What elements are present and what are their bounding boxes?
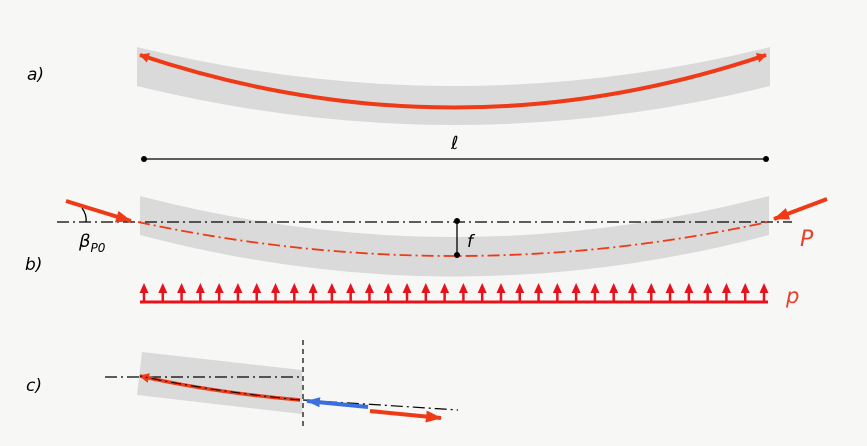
force-arrow-left — [65, 199, 132, 223]
load-arrow — [233, 283, 243, 301]
load-arrow — [684, 283, 694, 301]
load-arrow — [703, 283, 713, 301]
load-label: p — [785, 284, 799, 308]
load-arrow — [177, 283, 187, 301]
load-arrow — [195, 283, 205, 301]
load-arrow — [590, 283, 600, 301]
load-arrow — [139, 283, 149, 301]
load-arrow — [158, 283, 168, 301]
label-b: b) — [25, 255, 42, 275]
angle-arc — [81, 207, 87, 223]
beam-a — [137, 47, 770, 125]
sag-label: f — [467, 232, 476, 252]
load-arrows — [139, 283, 769, 301]
load-arrow — [665, 283, 675, 301]
load-arrow — [477, 283, 487, 301]
load-arrow — [440, 283, 450, 301]
load-arrow — [515, 283, 525, 301]
sag-top-dot — [454, 218, 460, 224]
load-arrow — [327, 283, 337, 301]
load-arrow — [759, 283, 769, 301]
load-arrow — [308, 283, 318, 301]
span-right-dot — [763, 156, 769, 162]
load-arrow — [646, 283, 656, 301]
load-arrow — [609, 283, 619, 301]
load-arrow — [402, 283, 412, 301]
tendon-force-arrow — [369, 409, 442, 423]
tendon-axis-c — [139, 375, 301, 401]
label-c: c) — [26, 376, 42, 396]
load-arrow — [289, 283, 299, 301]
span-left-dot — [141, 156, 147, 162]
counter-force-arrow — [306, 397, 369, 409]
load-arrow — [534, 283, 544, 301]
angle-label: βP0 — [78, 231, 106, 255]
force-arrow-right — [773, 197, 828, 221]
label-a: a) — [27, 65, 44, 85]
load-arrow — [740, 283, 750, 301]
load-arrow — [421, 283, 431, 301]
load-arrow — [214, 283, 224, 301]
load-arrow — [458, 283, 468, 301]
load-arrow — [496, 283, 506, 301]
beam-b — [140, 196, 769, 277]
load-arrow — [271, 283, 281, 301]
load-arrow — [252, 283, 262, 301]
force-label: P — [800, 227, 814, 252]
sag-bottom-dot — [454, 252, 460, 258]
span-label: ℓ — [450, 133, 458, 154]
load-arrow — [721, 283, 731, 301]
load-arrow — [552, 283, 562, 301]
load-arrow — [383, 283, 393, 301]
beam-c — [137, 352, 302, 414]
load-arrow — [346, 283, 356, 301]
load-arrow — [627, 283, 637, 301]
load-arrow — [364, 283, 374, 301]
tendon-a — [139, 53, 767, 110]
load-arrow — [571, 283, 581, 301]
